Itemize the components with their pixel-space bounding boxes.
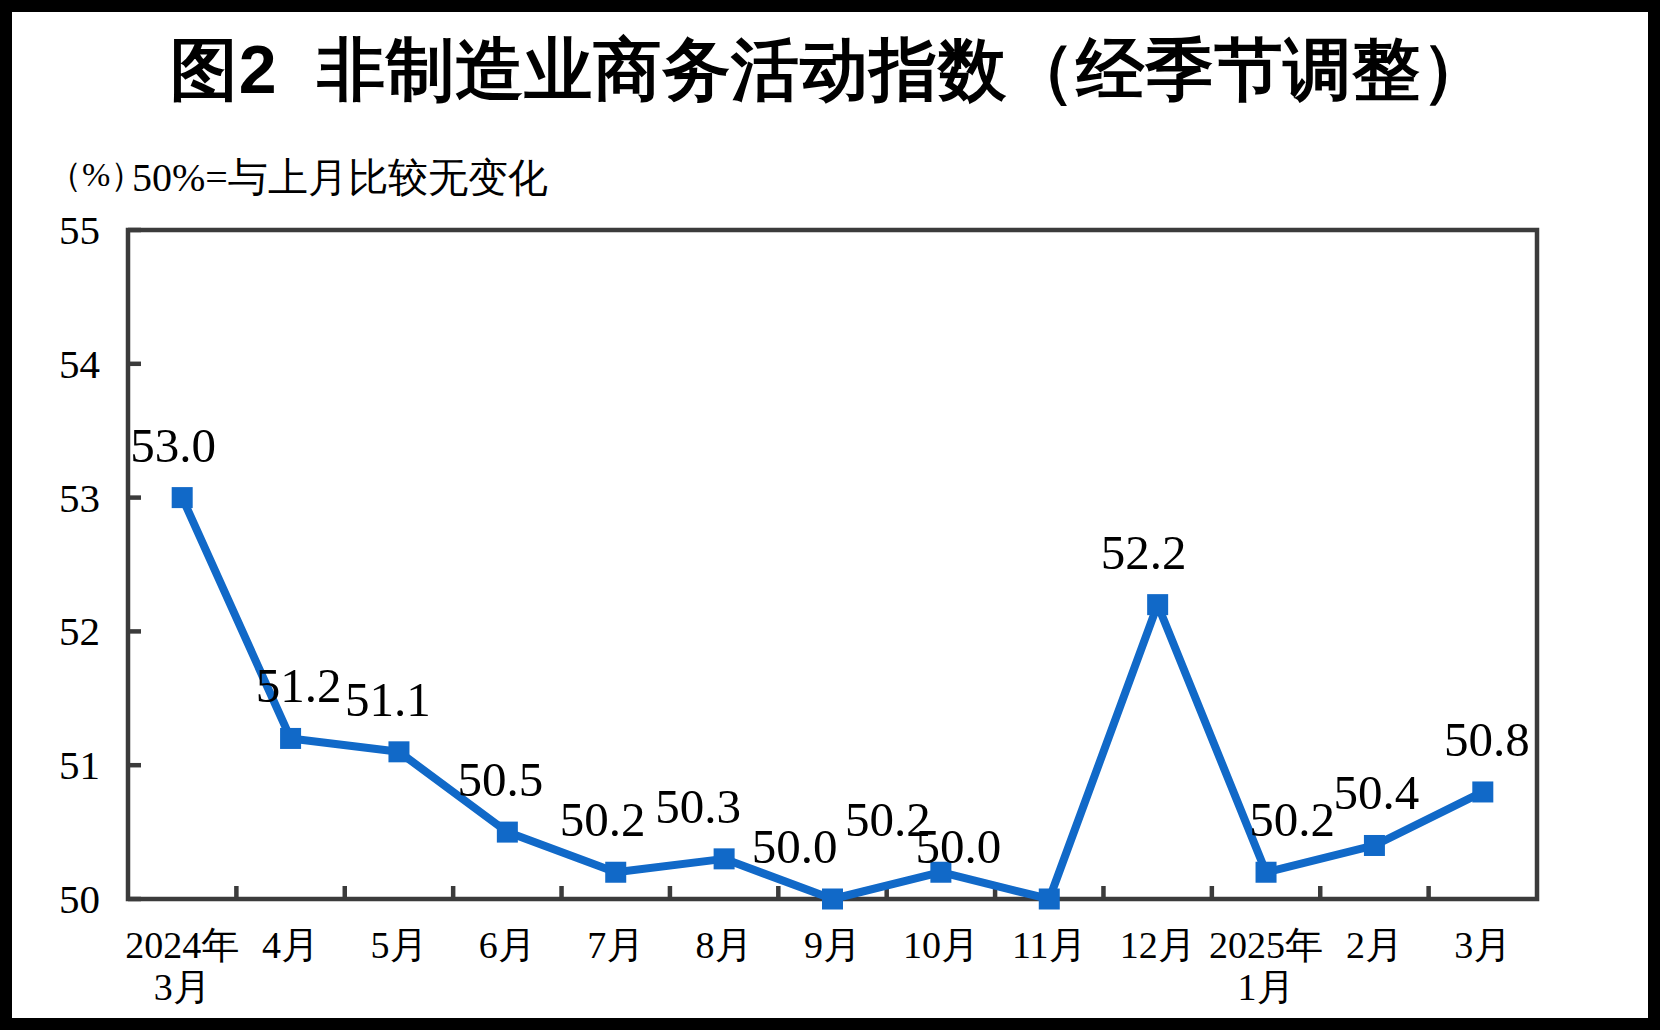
data-point-label: 50.0: [752, 819, 838, 874]
y-axis-label: 51: [59, 742, 100, 788]
x-axis-label: 1月: [1238, 966, 1295, 1008]
x-axis-label: 2024年: [125, 924, 239, 966]
x-axis-label: 4月: [262, 924, 319, 966]
data-point-label: 50.2: [1249, 792, 1335, 847]
x-axis-label: 2025年: [1209, 924, 1323, 966]
data-point-label: 50.8: [1444, 712, 1530, 767]
y-axis-label: 53: [59, 475, 100, 521]
x-axis-label: 12月: [1120, 924, 1196, 966]
data-point-label: 50.0: [915, 819, 1001, 874]
x-axis-label: 8月: [696, 924, 753, 966]
data-point-marker: [714, 848, 735, 869]
line-chart: 5051525354552024年3月4月5月6月7月8月9月10月11月12月…: [0, 0, 1660, 1030]
x-axis-label: 5月: [370, 924, 427, 966]
data-point-marker: [822, 889, 843, 910]
data-point-marker: [1039, 889, 1060, 910]
y-axis-label: 54: [59, 341, 100, 387]
x-axis-label: 9月: [804, 924, 861, 966]
data-point-label: 51.2: [256, 658, 342, 713]
data-point-marker: [172, 487, 193, 508]
data-point-marker: [1364, 835, 1385, 856]
x-axis-label: 3月: [1454, 924, 1511, 966]
data-point-marker: [605, 862, 626, 883]
data-point-label: 50.2: [560, 792, 646, 847]
data-point-label: 50.3: [655, 779, 741, 834]
y-axis-label: 50: [59, 876, 100, 922]
x-axis-label: 10月: [903, 924, 979, 966]
data-point-marker: [1256, 862, 1277, 883]
data-point-marker: [1147, 594, 1168, 615]
x-axis-label: 6月: [479, 924, 536, 966]
x-axis-label: 2月: [1346, 924, 1403, 966]
data-point-label: 50.5: [457, 752, 543, 807]
data-point-label: 50.4: [1334, 765, 1420, 820]
data-point-marker: [1472, 781, 1493, 802]
data-point-label: 51.1: [345, 672, 431, 727]
x-axis-label: 7月: [587, 924, 644, 966]
y-axis-label: 52: [59, 608, 100, 654]
data-point-label: 52.2: [1101, 525, 1187, 580]
x-axis-label: 11月: [1012, 924, 1087, 966]
page: 图2 非制造业商务活动指数（经季节调整） （%） 50%=与上月比较无变化 50…: [0, 0, 1660, 1030]
data-point-marker: [388, 741, 409, 762]
x-axis-label: 3月: [154, 966, 211, 1008]
data-point-label: 53.0: [130, 418, 216, 473]
y-axis-label: 55: [59, 207, 100, 253]
data-point-marker: [497, 822, 518, 843]
data-point-marker: [280, 728, 301, 749]
